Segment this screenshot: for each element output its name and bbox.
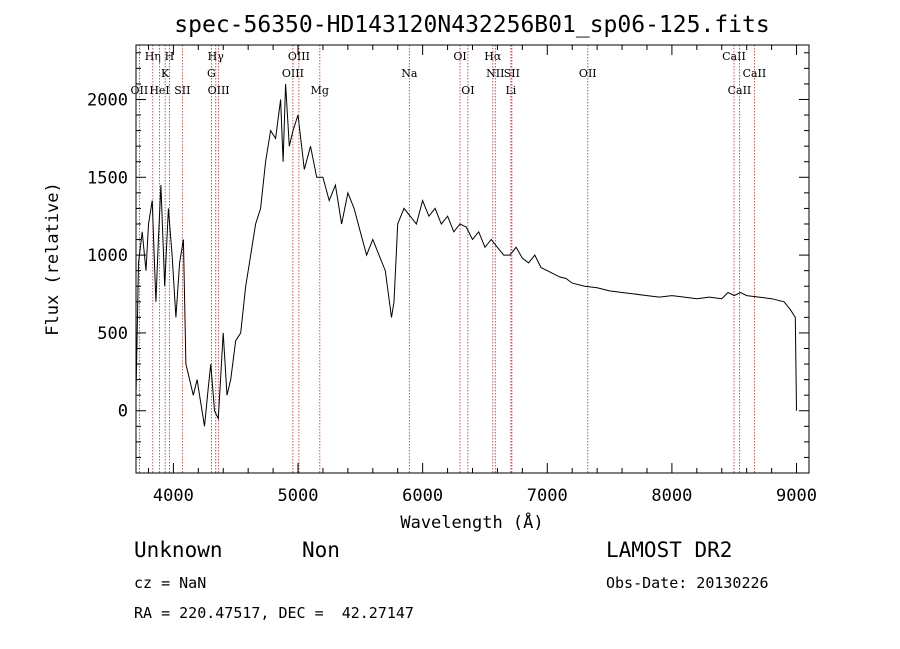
x-tick-label: 6000 <box>402 486 443 506</box>
line-marker-label: OI <box>453 50 466 63</box>
x-tick-label: 4000 <box>153 486 194 506</box>
line-marker-label: Hη <box>145 50 161 63</box>
coordinates-text: RA = 220.47517, DEC = 42.27147 <box>134 604 414 622</box>
survey-label: LAMOST DR2 <box>606 538 733 562</box>
line-marker-label: CaII <box>728 84 752 97</box>
line-marker-label: G <box>207 67 216 80</box>
y-tick-label: 0 <box>118 402 128 422</box>
spectrum-chart: spec-56350-HD143120N432256B01_sp06-125.f… <box>43 12 817 533</box>
line-marker-label: OIII <box>282 67 304 80</box>
line-marker-label: HeI <box>149 84 169 97</box>
y-tick-label: 1500 <box>87 168 128 188</box>
chart-title: spec-56350-HD143120N432256B01_sp06-125.f… <box>174 12 769 38</box>
line-marker-label: NII <box>486 67 504 80</box>
plot-frame <box>135 44 810 474</box>
x-tick-label: 8000 <box>651 486 692 506</box>
line-marker-label: OII <box>131 84 149 97</box>
line-marker-label: Hα <box>484 50 502 63</box>
x-axis: 4000 5000 6000 7000 8000 9000 <box>147 45 817 506</box>
spectrum-series-line <box>135 83 797 427</box>
x-axis-label: Wavelength (Å) <box>400 511 543 533</box>
y-tick-label: 1000 <box>87 246 128 266</box>
line-marker-label: Li <box>505 84 516 97</box>
line-marker-label: SII <box>504 67 520 80</box>
x-tick-label: 7000 <box>527 486 568 506</box>
line-marker-label: SII <box>174 84 190 97</box>
object-class: Unknown <box>134 538 223 562</box>
redshift-text: cz = NaN <box>134 574 207 592</box>
x-tick-label: 5000 <box>278 486 319 506</box>
line-marker-label: Mg <box>311 84 329 97</box>
line-marker-label: OIII <box>288 50 310 63</box>
line-marker-label: OII <box>579 67 597 80</box>
line-marker-label: OIII <box>208 84 230 97</box>
y-tick-label: 2000 <box>87 90 128 110</box>
line-marker-label: CaII <box>743 67 767 80</box>
y-axis-label: Flux (relative) <box>43 182 63 336</box>
line-marker-label: H <box>165 50 175 63</box>
obs-date-text: Obs-Date: 20130226 <box>606 574 769 592</box>
line-marker-label: K <box>161 67 170 80</box>
line-marker-label: Na <box>401 67 418 80</box>
y-axis: 0 500 1000 1500 2000 <box>87 52 809 458</box>
line-marker-label: OI <box>461 84 474 97</box>
x-tick-label: 9000 <box>776 486 817 506</box>
line-marker-label: CaII <box>722 50 746 63</box>
object-subclass: Non <box>302 538 340 562</box>
line-marker-label: Hγ <box>208 50 225 63</box>
y-tick-label: 500 <box>97 324 128 344</box>
